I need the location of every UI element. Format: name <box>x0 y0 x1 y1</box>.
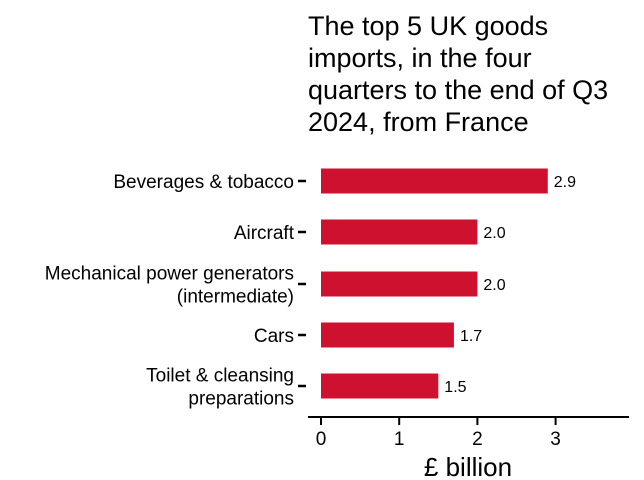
category-label: Cars <box>254 326 294 347</box>
chart-title-line: 2024, from France <box>308 107 529 137</box>
category-label: Beverages & tobacco <box>113 172 294 193</box>
category-label: Mechanical power generators <box>45 264 294 285</box>
x-tick-label: 3 <box>550 429 561 450</box>
x-axis-title: £ billion <box>424 452 512 480</box>
data-label: 2.0 <box>483 277 505 294</box>
category-label: (intermediate) <box>177 287 294 308</box>
data-label: 1.5 <box>444 379 466 396</box>
category-label: Aircraft <box>234 223 295 244</box>
bar <box>321 322 454 348</box>
data-label: 2.0 <box>483 225 505 242</box>
x-tick-label: 2 <box>472 429 483 450</box>
data-label: 1.7 <box>460 328 482 345</box>
bar <box>321 219 478 245</box>
chart-title-line: imports, in the four <box>308 43 532 73</box>
bars <box>321 168 548 399</box>
data-label: 2.9 <box>554 174 576 191</box>
bar <box>321 373 439 399</box>
chart-title-line: The top 5 UK goods <box>308 11 548 41</box>
category-label: Toilet & cleansing <box>146 366 294 387</box>
value-labels: 2.9 2.0 2.0 1.7 1.5 <box>444 174 576 396</box>
bar <box>321 271 478 297</box>
category-axis: Beverages & tobacco Aircraft Mechanical po… <box>45 172 306 410</box>
x-tick-label: 1 <box>394 429 405 450</box>
category-label: preparations <box>188 389 294 410</box>
chart-title-line: quarters to the end of Q3 <box>308 75 608 105</box>
bar <box>321 168 548 194</box>
x-axis: 0 1 2 3 <box>316 418 561 450</box>
x-tick-label: 0 <box>316 429 327 450</box>
chart-title: The top 5 UK goods imports, in the four qu… <box>308 11 608 137</box>
